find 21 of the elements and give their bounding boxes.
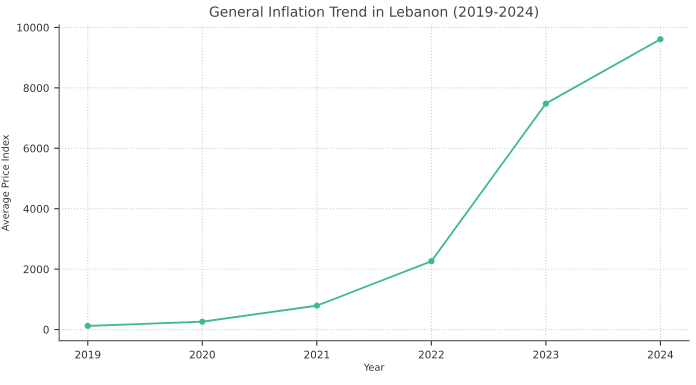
point <box>657 36 664 42</box>
chart-title: General Inflation Trend in Lebanon (2019-2024) <box>210 6 538 19</box>
x-tick-label: 2022 <box>418 350 444 359</box>
y-tick-label: 2000 <box>24 265 49 274</box>
x-tick-label: 2023 <box>533 350 558 359</box>
point <box>542 100 550 107</box>
y-tick-label: 6000 <box>24 144 49 152</box>
point <box>428 258 434 264</box>
x-tick-label: 2021 <box>304 350 330 359</box>
x-tick-label: 2020 <box>190 350 215 359</box>
y-tick-label: 10000 <box>17 24 49 32</box>
point <box>199 318 206 325</box>
x-tick-label: 2019 <box>75 350 100 359</box>
x-axis-title: Year <box>364 364 384 371</box>
y-axis-title: Average Price Index <box>1 134 11 232</box>
point <box>84 322 91 330</box>
y-tick-label: 0 <box>43 326 49 334</box>
y-tick-label: 8000 <box>24 84 49 92</box>
point <box>314 302 320 309</box>
y-tick-label: 4000 <box>23 204 49 213</box>
x-tick-label: 2024 <box>648 350 674 359</box>
